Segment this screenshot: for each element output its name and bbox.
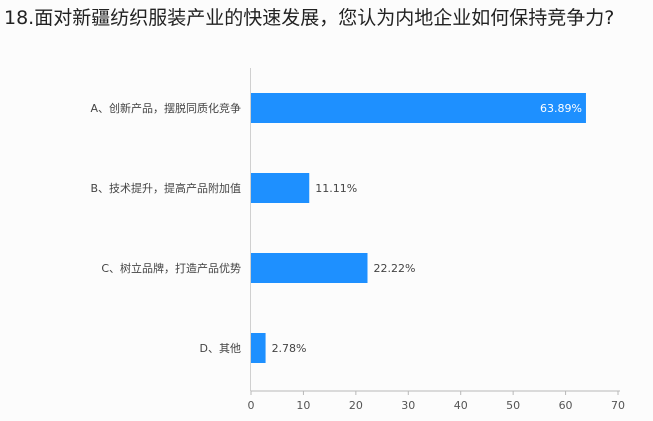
x-tick-label: 20 (349, 399, 363, 412)
category-label: C、树立品牌，打造产品优势 (101, 261, 241, 275)
category-label: D、其他 (200, 342, 241, 355)
data-label: 11.11% (315, 182, 357, 195)
bar (251, 253, 368, 283)
data-label: 2.78% (272, 342, 307, 355)
bar (251, 333, 266, 363)
x-tick-label: 30 (401, 399, 415, 412)
x-tick-label: 40 (454, 399, 468, 412)
x-tick-label: 50 (506, 399, 520, 412)
bar (251, 93, 586, 123)
axis-group: 0 10 20 30 40 50 60 70 (248, 68, 625, 412)
bar (251, 173, 310, 203)
data-label: 63.89% (540, 102, 582, 115)
chart-title: 18.面对新疆纺织服装产业的快速发展，您认为内地企业如何保持竞争力? (4, 7, 615, 29)
category-label: A、创新产品，摆脱同质化竞争 (90, 101, 241, 115)
x-tick-label: 60 (559, 399, 573, 412)
bars-group: A、创新产品，摆脱同质化竞争 63.89% B、技术提升，提高产品附加值 11.11%… (90, 93, 586, 363)
category-label: B、技术提升，提高产品附加值 (90, 181, 241, 195)
x-tick-label: 10 (296, 399, 310, 412)
data-label: 22.22% (373, 262, 415, 275)
x-tick-label: 0 (248, 399, 255, 412)
x-tick-label: 70 (611, 399, 625, 412)
